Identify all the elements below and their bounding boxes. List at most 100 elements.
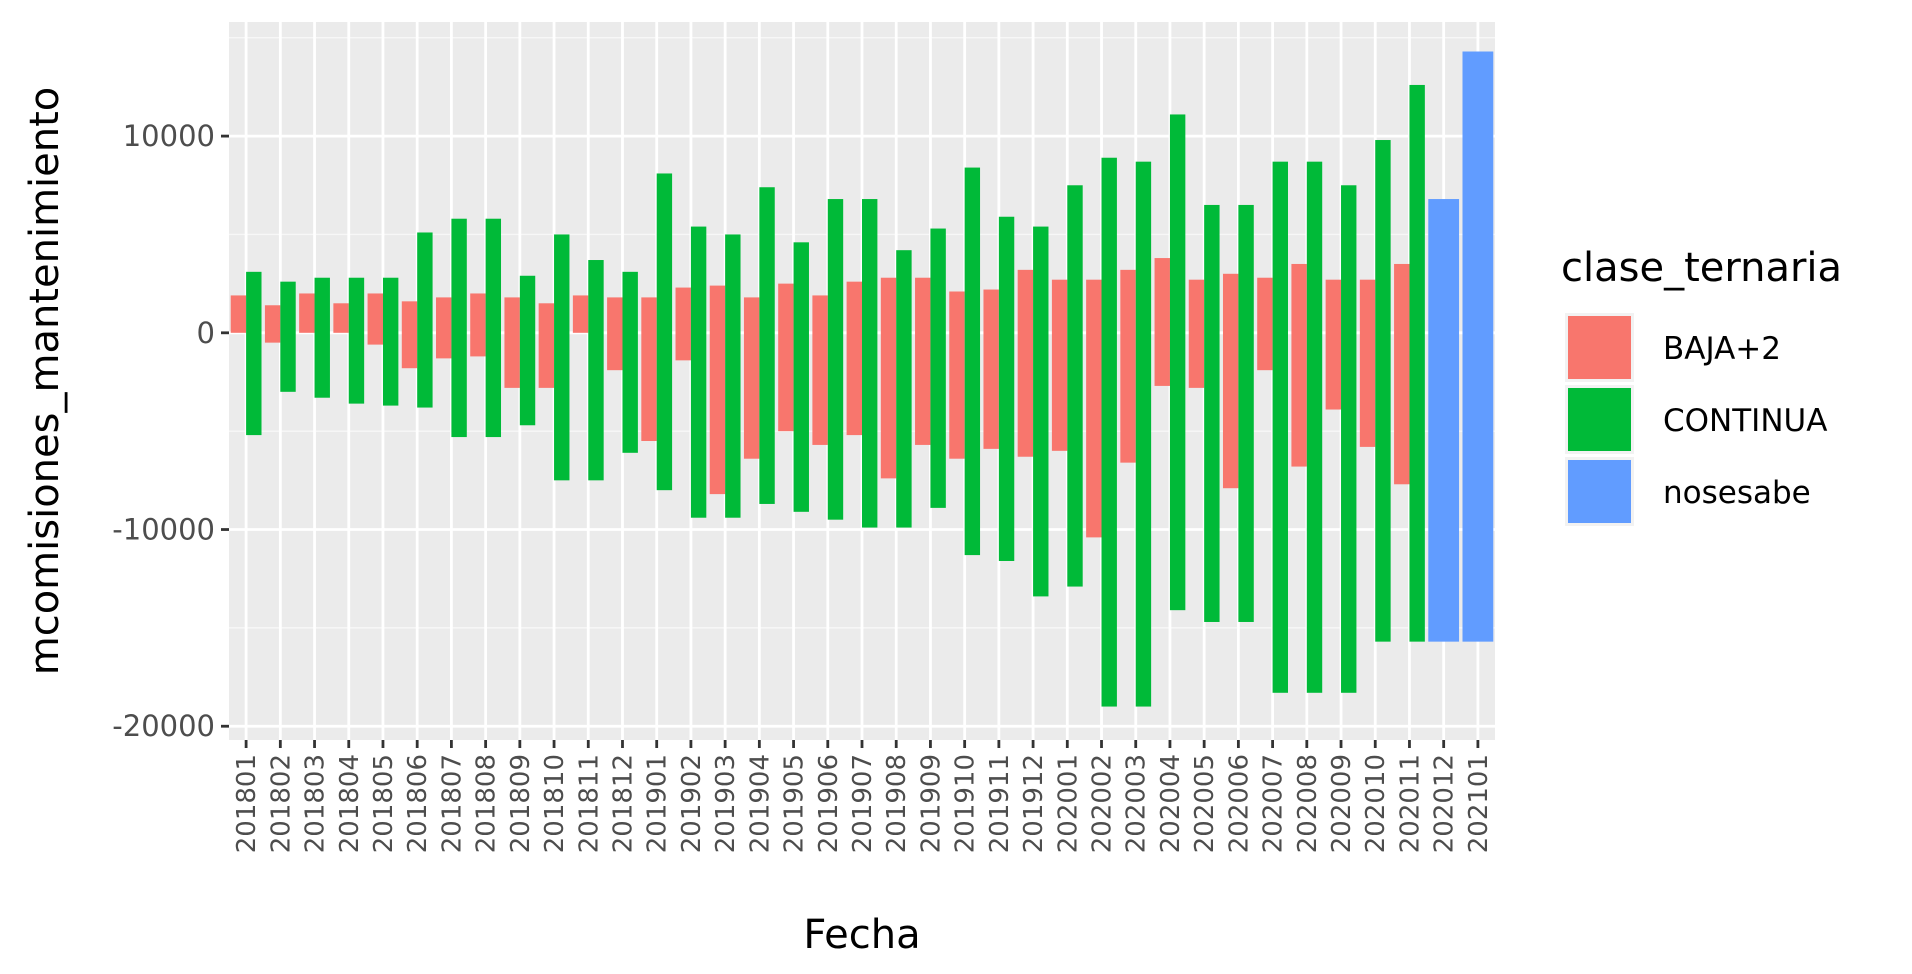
legend-items: BAJA+2 CONTINUA nosesabe <box>1565 313 1827 526</box>
bar-continua-201910 <box>964 167 981 556</box>
x-axis: 201801 201802 201803 201804 201805 201806 2018… <box>232 740 1494 853</box>
bar-baja-2-201801 <box>230 295 247 333</box>
bar-continua-201905 <box>793 242 809 512</box>
bar-baja-2-201811 <box>572 295 589 333</box>
y-axis-title: mcomisiones_mantenimiento <box>22 87 68 676</box>
x-tick-label: 201903 <box>711 754 741 853</box>
bar-continua-201811 <box>588 260 604 481</box>
bar-continua-201908 <box>896 250 912 528</box>
bar-baja-2-201911 <box>983 289 999 449</box>
bar-baja-2-201807 <box>436 297 452 359</box>
bar-continua-201806 <box>417 232 433 408</box>
bars <box>230 51 1494 707</box>
x-tick-label: 201803 <box>301 754 331 853</box>
bar-baja-2-201904 <box>743 297 760 459</box>
bar-continua-201907 <box>862 199 878 528</box>
bar-continua-201801 <box>246 271 262 436</box>
y-tick-label: 10000 <box>123 119 215 153</box>
bar-baja-2-201912 <box>1017 269 1034 457</box>
bar-baja-2-201804 <box>333 303 349 333</box>
x-tick-label: 202007 <box>1259 754 1289 853</box>
bar-continua-202009 <box>1341 185 1357 693</box>
bar-baja-2-202005 <box>1188 279 1205 388</box>
x-tick-label: 202006 <box>1224 754 1254 853</box>
bar-baja-2-201901 <box>641 297 657 441</box>
x-tick-label: 201906 <box>814 754 844 853</box>
bar-continua-202007 <box>1272 161 1288 693</box>
bar-baja-2-201809 <box>504 297 520 388</box>
bar-continua-201807 <box>451 218 467 438</box>
bar-baja-2-201806 <box>401 301 418 369</box>
x-tick-label: 201908 <box>882 754 912 853</box>
x-tick-label: 202012 <box>1430 754 1460 853</box>
bar-baja-2-202010 <box>1359 279 1376 447</box>
bar-baja-2-202007 <box>1257 277 1273 371</box>
bar-baja-2-201908 <box>880 277 897 479</box>
x-tick-label: 202008 <box>1293 754 1323 853</box>
x-tick-label: 202101 <box>1464 754 1494 853</box>
y-tick-label: -10000 <box>112 513 215 547</box>
bar-baja-2-201805 <box>367 293 383 345</box>
bar-continua-201911 <box>998 216 1015 561</box>
x-tick-label: 201905 <box>780 754 810 853</box>
bar-baja-2-201905 <box>778 283 794 432</box>
bar-baja-2-201808 <box>470 293 486 357</box>
x-tick-label: 201802 <box>266 754 296 853</box>
x-tick-label: 201902 <box>677 754 707 853</box>
bar-baja-2-201810 <box>538 303 555 388</box>
x-axis-title: Fecha <box>803 912 920 958</box>
legend-swatch-baja-2 <box>1568 316 1631 379</box>
bar-baja-2-202006 <box>1222 273 1239 489</box>
bar-continua-201805 <box>382 277 399 406</box>
x-tick-label: 201805 <box>369 754 399 853</box>
bar-baja-2-201906 <box>812 295 828 445</box>
bar-baja-2-201803 <box>299 293 315 333</box>
x-tick-label: 202002 <box>1088 754 1118 853</box>
x-tick-label: 201907 <box>848 754 878 853</box>
bar-continua-202008 <box>1306 161 1323 693</box>
legend-swatch-continua <box>1568 388 1631 451</box>
bar-continua-202006 <box>1238 204 1254 622</box>
bar-continua-201902 <box>690 226 707 518</box>
bar-continua-201802 <box>280 281 296 392</box>
bar-continua-202003 <box>1135 161 1152 707</box>
bar-baja-2-201909 <box>915 277 931 445</box>
bar-continua-202002 <box>1101 157 1117 707</box>
x-tick-label: 202009 <box>1327 754 1357 853</box>
bar-baja-2-202009 <box>1325 279 1342 410</box>
bar-baja-2-201907 <box>846 281 862 436</box>
x-tick-label: 201811 <box>574 754 604 853</box>
x-tick-label: 201901 <box>643 754 673 853</box>
bar-continua-202011 <box>1409 84 1425 642</box>
bar-continua-201904 <box>759 187 775 504</box>
x-tick-label: 202005 <box>1190 754 1220 853</box>
bar-baja-2-201812 <box>607 297 623 371</box>
bar-nosesabe-202101 <box>1462 51 1494 642</box>
bar-baja-2-201903 <box>709 285 726 495</box>
bar-continua-202005 <box>1204 204 1220 622</box>
x-tick-label: 201810 <box>540 754 570 853</box>
bar-continua-201909 <box>930 228 946 508</box>
x-tick-label: 201809 <box>506 754 536 853</box>
bar-continua-201808 <box>485 218 502 438</box>
bar-continua-201804 <box>348 277 365 404</box>
bar-nosesabe-202012 <box>1428 199 1460 642</box>
bar-baja-2-202002 <box>1086 279 1102 538</box>
x-tick-label: 202011 <box>1395 754 1425 853</box>
x-tick-label: 202004 <box>1156 754 1186 853</box>
x-tick-label: 201804 <box>335 754 365 853</box>
x-tick-label: 201801 <box>232 754 262 853</box>
bar-baja-2-202011 <box>1394 263 1410 485</box>
x-tick-label: 201808 <box>472 754 502 853</box>
bar-continua-201810 <box>554 234 570 481</box>
x-tick-label: 202001 <box>1053 754 1083 853</box>
x-tick-label: 201812 <box>608 754 638 853</box>
x-tick-label: 201904 <box>745 754 775 853</box>
bar-continua-202001 <box>1067 185 1083 587</box>
bar-baja-2-201902 <box>675 287 691 361</box>
bar-continua-201809 <box>519 275 536 426</box>
bar-continua-201906 <box>827 199 844 520</box>
bar-continua-202004 <box>1169 114 1186 611</box>
bar-continua-201903 <box>725 234 741 518</box>
